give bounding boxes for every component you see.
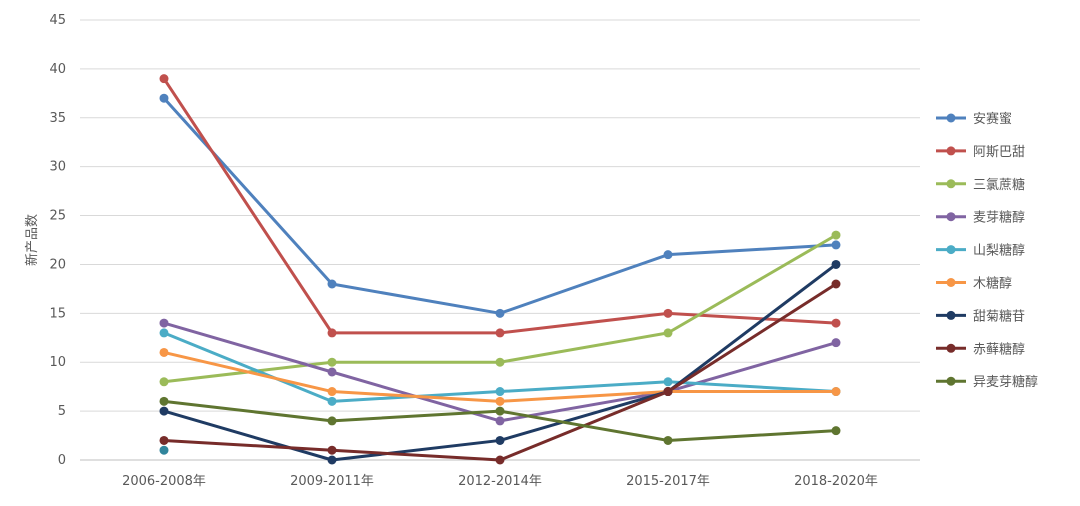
data-point <box>495 455 505 465</box>
y-tick-label: 40 <box>49 62 66 77</box>
data-point <box>327 387 337 397</box>
legend-label: 阿斯巴甜 <box>973 144 1025 160</box>
data-point <box>495 328 505 338</box>
x-tick-label: 2012-2014年 <box>458 474 542 489</box>
legend-marker <box>946 113 956 123</box>
data-point <box>831 338 841 348</box>
data-point <box>159 318 169 328</box>
y-tick-label: 0 <box>58 453 66 468</box>
y-axis-ticks: 0 5 10 15 20 25 30 35 40 45 <box>49 13 66 468</box>
y-tick-label: 45 <box>49 13 66 28</box>
series-line <box>163 321 837 423</box>
legend-item: 异麦芽糖醇 <box>936 374 1038 390</box>
y-tick-label: 10 <box>49 355 66 370</box>
data-point <box>831 259 841 269</box>
legend-marker <box>946 278 956 287</box>
gridlines <box>80 19 920 461</box>
data-point <box>831 279 841 289</box>
y-tick-label: 25 <box>49 209 66 224</box>
data-point <box>159 93 169 103</box>
legend-item: 三氯蔗糖 <box>936 177 1025 193</box>
legend-marker <box>946 343 956 353</box>
x-tick-label: 2009-2011年 <box>290 474 374 489</box>
data-point <box>495 406 505 416</box>
data-point <box>831 426 841 436</box>
legend-label: 赤藓糖醇 <box>973 341 1025 357</box>
legend-item: 甜菊糖苷 <box>936 308 1025 324</box>
y-tick-label: 5 <box>58 404 66 419</box>
data-point <box>327 455 337 465</box>
data-point <box>831 240 841 250</box>
legend-label: 安赛蜜 <box>973 111 1012 127</box>
legend-label: 甜菊糖苷 <box>973 308 1025 324</box>
y-tick-label: 20 <box>49 257 66 272</box>
data-point <box>159 445 169 455</box>
data-point <box>831 387 841 397</box>
data-point <box>327 279 337 289</box>
data-point <box>327 416 337 426</box>
x-axis-ticks: 2006-2008年 2009-2011年 2012-2014年 2015-2017年… <box>122 474 878 489</box>
y-axis-label: 新产品数 <box>24 214 40 266</box>
x-tick-label: 2006-2008年 <box>122 474 206 489</box>
data-point <box>159 74 169 84</box>
legend-item: 赤藓糖醇 <box>936 341 1025 357</box>
series-line <box>162 97 837 315</box>
legend-item: 木糖醇 <box>936 276 1012 292</box>
data-point <box>495 435 505 445</box>
data-point <box>495 396 505 406</box>
data-point <box>327 396 337 406</box>
legend-item: 麦芽糖醇 <box>936 210 1025 226</box>
data-point <box>159 435 169 445</box>
y-tick-label: 15 <box>49 306 66 321</box>
legend-label: 三氯蔗糖 <box>973 177 1025 193</box>
series-points <box>159 74 841 465</box>
data-point <box>831 318 841 328</box>
data-point <box>495 387 505 397</box>
legend-label: 山梨糖醇 <box>973 243 1025 259</box>
data-point <box>663 387 673 397</box>
legend-item: 阿斯巴甜 <box>936 144 1025 160</box>
data-point <box>159 347 169 357</box>
y-tick-label: 35 <box>49 111 66 126</box>
legend-marker <box>946 212 956 222</box>
legend-item: 安赛蜜 <box>936 111 1012 127</box>
y-tick-label: 30 <box>49 160 66 175</box>
data-point <box>663 308 673 318</box>
x-tick-label: 2015-2017年 <box>626 474 710 489</box>
data-point <box>831 230 841 240</box>
legend-marker <box>946 146 956 156</box>
data-point <box>327 367 337 377</box>
data-point <box>663 250 673 260</box>
x-tick-label: 2018-2020年 <box>794 474 878 489</box>
legend-marker <box>946 245 956 255</box>
legend-marker <box>946 310 956 320</box>
legend-marker <box>946 179 956 189</box>
legend-label: 异麦芽糖醇 <box>973 374 1038 390</box>
legend-label: 麦芽糖醇 <box>973 210 1025 226</box>
data-point <box>663 328 673 338</box>
data-point <box>663 377 673 387</box>
data-point <box>159 328 169 338</box>
data-point <box>327 328 337 338</box>
data-point <box>159 396 169 406</box>
data-point <box>327 445 337 455</box>
legend-label: 木糖醇 <box>973 276 1012 292</box>
data-point <box>159 406 169 416</box>
legend-item: 山梨糖醇 <box>936 243 1025 259</box>
data-point <box>663 435 673 445</box>
data-point <box>495 357 505 367</box>
data-point <box>159 377 169 387</box>
data-point <box>495 308 505 318</box>
data-point <box>327 357 337 367</box>
legend-marker <box>946 376 956 386</box>
data-point <box>495 416 505 426</box>
